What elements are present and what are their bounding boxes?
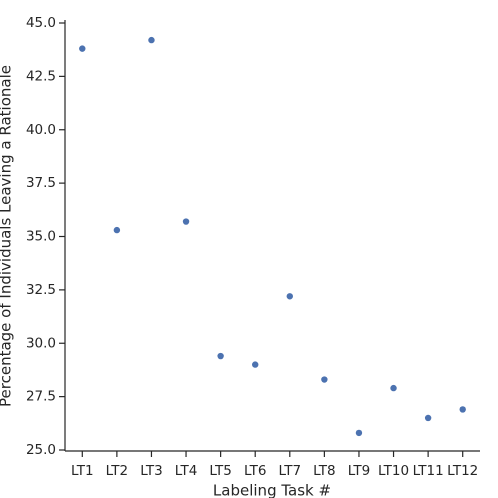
- x-tick-label: LT5: [209, 463, 232, 479]
- point: [182, 218, 190, 225]
- x-tick-label: LT9: [348, 463, 371, 479]
- x-tick-label: LT10: [378, 463, 409, 479]
- y-tick-label: 25.0: [26, 442, 56, 458]
- point: [217, 352, 224, 360]
- point: [286, 293, 293, 300]
- y-tick-label: 30.0: [26, 335, 56, 351]
- point: [148, 36, 155, 44]
- point: [113, 226, 121, 234]
- point: [390, 384, 397, 392]
- x-tick-label: LT7: [279, 463, 302, 479]
- x-tick-label: LT12: [447, 463, 478, 479]
- y-tick-label: 35.0: [26, 229, 56, 245]
- x-tick-label: LT6: [244, 463, 267, 479]
- x-tick-label: LT3: [140, 463, 163, 479]
- point: [321, 376, 328, 383]
- point: [355, 429, 363, 437]
- y-tick-label: 32.5: [26, 282, 56, 298]
- point: [79, 45, 86, 52]
- x-axis-label: Labeling Task #: [213, 482, 331, 498]
- x-tick-label: LT2: [106, 463, 129, 479]
- y-tick-label: 40.0: [26, 122, 56, 138]
- x-tick-label: LT4: [175, 463, 198, 479]
- y-tick-label: 37.5: [26, 175, 56, 191]
- x-tick-label: LT8: [313, 463, 336, 479]
- y-tick-label: 45.0: [26, 15, 56, 31]
- y-axis-label: Percentage of Individuals Leaving a Rati…: [0, 65, 15, 407]
- y-tick-label: 27.5: [26, 389, 56, 405]
- x-tick-label: LT11: [413, 463, 444, 479]
- y-tick-label: 42.5: [26, 68, 56, 84]
- x-tick-label: LT1: [71, 463, 94, 479]
- point: [424, 414, 432, 422]
- point: [252, 361, 259, 368]
- point: [459, 406, 466, 413]
